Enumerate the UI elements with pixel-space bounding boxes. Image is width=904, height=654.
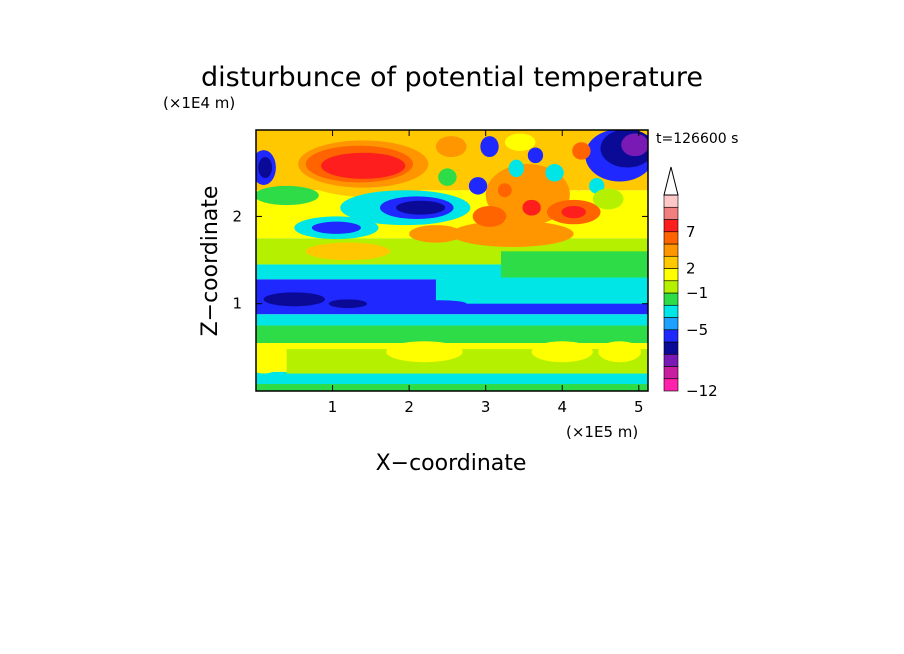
x-tick-label: 3 (481, 398, 491, 416)
contour-region (256, 314, 648, 326)
colorbar-label: −5 (686, 321, 708, 339)
x-tick-label: 1 (328, 398, 338, 416)
colorbar-band (663, 219, 679, 233)
contour-blob (258, 157, 273, 179)
contour-blob (472, 205, 507, 227)
x-tick-label: 4 (557, 398, 567, 416)
contour-blob (504, 133, 536, 151)
contour-blob (396, 200, 446, 215)
contour-region (256, 384, 648, 391)
y-tick-label: 2 (232, 207, 242, 225)
colorbar-band (663, 268, 679, 282)
contour-blob (621, 133, 648, 157)
colorbar-band (663, 378, 679, 392)
colorbar-label: 7 (686, 223, 696, 241)
contour-blob (522, 199, 541, 216)
contour-blob (256, 356, 279, 374)
plot-frame (255, 129, 649, 392)
x-tick-label: 2 (404, 398, 414, 416)
colorbar-band (663, 243, 679, 257)
colorbar-band (663, 255, 679, 269)
colorbar-overflow-triangle (663, 166, 679, 196)
contour-blob (305, 242, 390, 261)
contour-blob (497, 183, 512, 198)
colorbar-band (663, 194, 679, 208)
contour-region (286, 349, 648, 374)
contour-blob (321, 152, 406, 179)
contour-blob (561, 205, 586, 219)
contour-blob (328, 299, 368, 309)
axes: 1 2 3 4 5 1 2 (232, 130, 648, 416)
contour-blob (263, 292, 325, 307)
x-axis-label: X−coordinate (376, 451, 527, 476)
contour-region (501, 251, 648, 278)
contour-blob (311, 221, 361, 234)
contour-blob (256, 185, 319, 206)
colorbar-band (663, 304, 679, 318)
colorbar: 7 2 −1 −5 −12 (663, 166, 718, 400)
colorbar-label: 2 (686, 260, 696, 278)
contour-blob (508, 159, 524, 178)
colorbar-band (663, 329, 679, 343)
contour-blob (412, 300, 467, 308)
contour-blob (545, 164, 564, 182)
contour-blob (468, 177, 488, 195)
colorbar-band (663, 231, 679, 245)
contour-blob (589, 178, 605, 194)
contour-blob (572, 142, 591, 160)
colorbar-band (663, 280, 679, 294)
contour-blob (409, 225, 463, 243)
contour-blob (451, 220, 574, 247)
colorbar-band (663, 317, 679, 331)
y-multiplier-label: (×1E4 m) (163, 94, 235, 112)
colorbar-label: −12 (686, 382, 718, 400)
x-tick-label: 5 (634, 398, 644, 416)
contour-field (256, 130, 648, 391)
colorbar-band (663, 341, 679, 355)
contour-blob (527, 147, 544, 164)
colorbar-band (663, 366, 679, 380)
contour-blob (438, 168, 457, 186)
colorbar-label: −1 (686, 284, 708, 302)
colorbar-band (663, 206, 679, 220)
colorbar-band (663, 292, 679, 306)
contour-blob (435, 136, 467, 158)
y-tick-label: 1 (232, 295, 242, 313)
y-axis-label: Z−coordinate (198, 186, 223, 337)
x-multiplier-label: (×1E5 m) (566, 423, 638, 441)
colorbar-band (663, 353, 679, 367)
contour-region (256, 371, 648, 385)
contour-blob (480, 136, 499, 158)
contour-blob (592, 188, 624, 210)
contour-blob (458, 279, 544, 294)
contour-blob (386, 341, 463, 363)
contour-blob (598, 341, 642, 363)
time-label: t=126600 s (656, 131, 738, 147)
chart-title: disturbunce of potential temperature (201, 62, 703, 93)
contour-blob (531, 341, 593, 363)
contour-region (256, 325, 648, 343)
